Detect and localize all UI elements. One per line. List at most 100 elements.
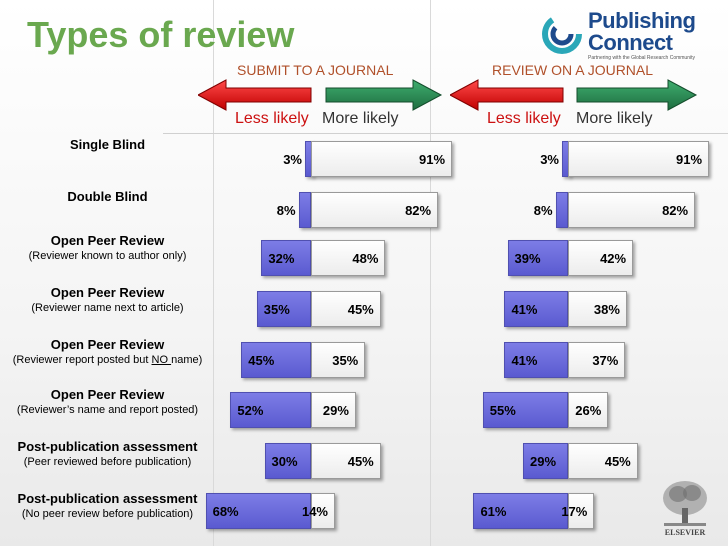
bar-label-less: 68% <box>212 503 239 519</box>
bar-label-less: 35% <box>263 301 290 317</box>
bar-more-likely-submit-3: 45% <box>311 291 381 327</box>
bar-more-likely-submit-7: 14% <box>302 493 335 529</box>
elsevier-name: ELSEVIER <box>664 528 706 537</box>
row-main-text: Open Peer Review <box>50 285 165 300</box>
bar-label-more: 45% <box>347 301 374 317</box>
bar-less-likely-review-3: 41% <box>504 291 568 327</box>
bar-more-likely-submit-2: 48% <box>311 240 386 276</box>
bar-more-likely-review-2: 42% <box>568 240 634 276</box>
publishing-connect-logo: Publishing Connect Partnering with the G… <box>538 8 710 64</box>
bar-label-more: 91% <box>676 151 703 167</box>
row-sub-text: (Reviewer name next to article) <box>31 302 184 314</box>
bar-more-likely-review-0: 91% <box>568 141 710 177</box>
bar-less-likely-submit-1: 8% <box>277 192 311 228</box>
bar-label-more: 17% <box>561 503 588 519</box>
row-sub-text: (Peer reviewed before publication) <box>23 456 192 468</box>
bar-label-more: 26% <box>575 402 602 418</box>
row-main-text: Single Blind <box>69 137 146 152</box>
row-sub-text: (Reviewer report posted but NO name) <box>0 354 215 366</box>
bar-more-likely-review-5: 26% <box>568 392 609 428</box>
bar-less-likely-review-7: 61% <box>473 493 568 529</box>
bar-label-more: 45% <box>347 453 374 469</box>
logo-line1: Publishing <box>588 8 696 33</box>
bar-more-likely-submit-6: 45% <box>311 443 381 479</box>
header-rule <box>163 133 728 134</box>
bar-more-likely-submit-5: 29% <box>311 392 356 428</box>
bar-label-less: 30% <box>271 453 298 469</box>
row-main-text: Open Peer Review <box>50 233 165 248</box>
page-title: Types of review <box>27 14 295 55</box>
bar-label-less: 55% <box>489 402 516 418</box>
bar-label-more: 37% <box>592 352 619 368</box>
bar-label-less: 32% <box>268 250 295 266</box>
bar-label-more: 14% <box>301 503 328 519</box>
bar-label-more: 82% <box>662 202 689 218</box>
bar-less-likely-review-6: 29% <box>523 443 568 479</box>
bar-label-less: 45% <box>248 352 275 368</box>
bar-less-likely-submit-6: 30% <box>264 443 311 479</box>
bar-less-likely-review-2: 39% <box>507 240 568 276</box>
bar-more-likely-review-4: 37% <box>568 342 626 378</box>
bar-label-more: 48% <box>352 250 379 266</box>
bar-label-more: 45% <box>604 453 631 469</box>
panel-label-review: REVIEW ON A JOURNAL <box>492 62 654 78</box>
bar-label-more: 91% <box>419 151 446 167</box>
bar-label-more: 38% <box>593 301 620 317</box>
more-likely-label-review: More likely <box>576 110 653 127</box>
elsevier-tree-icon <box>663 481 707 526</box>
less-likely-arrow-icon-review <box>450 79 564 111</box>
bar-label-less: 41% <box>511 352 538 368</box>
less-likely-label-submit: Less likely <box>235 110 309 127</box>
row-label-post-pub-reviewed: Post-publication assessment (Peer review… <box>0 439 215 468</box>
row-label-open-report-no-name: Open Peer Review (Reviewer report posted… <box>0 337 215 366</box>
bar-less-likely-review-1: 8% <box>534 192 568 228</box>
row-main-text: Post-publication assessment <box>17 439 198 454</box>
bar-label-less: 8% <box>276 202 296 218</box>
bar-label-less: 52% <box>237 402 264 418</box>
row-label-single-blind: Single Blind <box>0 137 215 152</box>
bar-label-less: 39% <box>514 250 541 266</box>
panel-divider-middle <box>430 0 431 546</box>
bar-less-likely-review-5: 55% <box>482 392 568 428</box>
row-sub-text: (Reviewer known to author only) <box>28 250 187 262</box>
bar-label-less: 3% <box>540 151 559 167</box>
row-sub-text: (No peer review before publication) <box>21 508 194 520</box>
row-label-open-name-report: Open Peer Review (Reviewer’s name and re… <box>0 387 215 416</box>
row-label-open-known: Open Peer Review (Reviewer known to auth… <box>0 233 215 262</box>
row-main-text: Open Peer Review <box>50 387 165 402</box>
bar-more-likely-review-3: 38% <box>568 291 627 327</box>
bar-label-more: 82% <box>405 202 432 218</box>
row-sub-underlined: NO <box>151 354 172 366</box>
more-likely-label-submit: More likely <box>322 110 399 127</box>
bar-more-likely-review-6: 45% <box>568 443 638 479</box>
bar-more-likely-review-1: 82% <box>568 192 696 228</box>
bar-label-more: 42% <box>600 250 627 266</box>
more-likely-arrow-icon <box>325 79 443 111</box>
bar-label-less: 8% <box>533 202 553 218</box>
panel-divider-left <box>213 0 214 546</box>
row-sub-pre: (Reviewer report posted but <box>12 354 152 366</box>
row-main-text: Double Blind <box>67 189 148 204</box>
less-likely-label-review: Less likely <box>487 110 561 127</box>
bar-less-likely-review-4: 41% <box>504 342 568 378</box>
row-sub-text: (Reviewer’s name and report posted) <box>16 404 199 416</box>
bar-more-likely-submit-0: 91% <box>311 141 453 177</box>
bar-less-likely-submit-7: 68% <box>205 493 311 529</box>
bar-label-less: 61% <box>480 503 507 519</box>
bar-more-likely-review-7: 17% <box>561 493 595 529</box>
row-label-double-blind: Double Blind <box>0 189 215 204</box>
bar-label-less: 29% <box>530 453 557 469</box>
logo-line2: Connect <box>588 30 673 55</box>
bar-less-likely-submit-2: 32% <box>261 240 311 276</box>
panel-label-submit: SUBMIT TO A JOURNAL <box>237 62 394 78</box>
bar-more-likely-submit-1: 82% <box>311 192 439 228</box>
row-label-post-pub-unreviewed: Post-publication assessment (No peer rev… <box>0 491 215 520</box>
bar-label-less: 41% <box>511 301 538 317</box>
bar-less-likely-submit-5: 52% <box>230 392 311 428</box>
elsevier-logo: ELSEVIER <box>654 478 716 540</box>
bar-label-more: 35% <box>332 352 359 368</box>
bar-less-likely-submit-4: 45% <box>241 342 311 378</box>
bar-more-likely-submit-4: 35% <box>311 342 366 378</box>
more-likely-arrow-icon-review <box>576 79 698 111</box>
logo-tagline: Partnering with the Global Research Comm… <box>588 55 695 61</box>
